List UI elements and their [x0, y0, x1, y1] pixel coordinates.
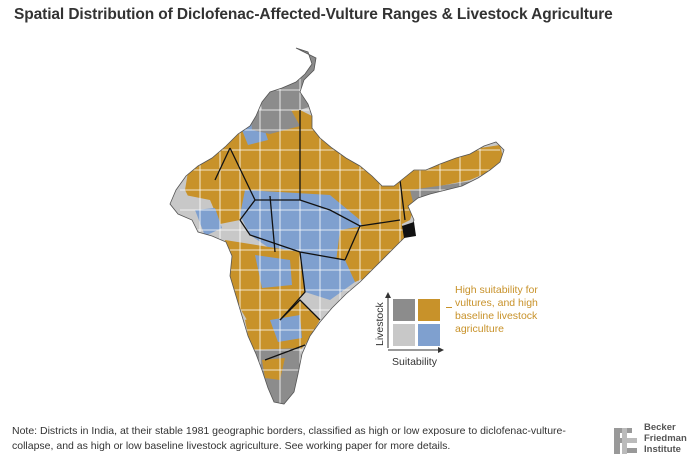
region-central-blue	[240, 190, 370, 262]
legend-x-arrow	[438, 347, 444, 353]
bfi-name: Becker Friedman Institute	[644, 422, 687, 455]
bfi-name-line2: Friedman	[644, 433, 687, 444]
region-north-kashmir	[250, 48, 330, 110]
india-map-svg	[169, 47, 505, 405]
legend-cell-low-livestock-low-suit	[393, 324, 415, 346]
legend-cell-low-livestock-high-suit	[418, 324, 440, 346]
region-south-orange	[262, 358, 285, 380]
bfi-name-line1: Becker	[644, 422, 676, 433]
district-borders	[180, 50, 500, 404]
state-borders	[214, 110, 406, 361]
india-outline	[169, 47, 505, 405]
bfi-brand: Becker Friedman Institute	[612, 422, 696, 462]
district-regions	[170, 48, 504, 404]
region-odisha	[335, 220, 410, 282]
map-title: Spatial Distribution of Diclofenac-Affec…	[14, 6, 613, 23]
region-deccan-blue	[270, 315, 302, 342]
india-map	[0, 30, 700, 410]
legend-highlight-label: High suitability for vultures, and high …	[455, 284, 538, 335]
legend-grid	[385, 292, 444, 353]
footnote: Note: Districts in India, at their stabl…	[12, 425, 566, 452]
region-punjab-grey	[250, 108, 300, 134]
legend-y-label: Livestock	[374, 302, 386, 346]
region-east-blue	[300, 255, 355, 300]
region-gujarat-blue	[195, 208, 222, 236]
legend-leader-line	[446, 307, 452, 308]
sundarbans-patch	[402, 222, 416, 238]
region-maharashtra-blue	[255, 255, 292, 288]
legend-cell-high-livestock-high-suit	[418, 299, 440, 321]
legend-x-label: Suitability	[392, 356, 437, 368]
bfi-logo-icon	[614, 428, 637, 454]
legend-y-arrow	[385, 292, 391, 298]
legend-cell-high-livestock-low-suit	[393, 299, 415, 321]
region-northeast-strip	[400, 145, 504, 190]
bfi-name-line3: Institute	[644, 444, 681, 455]
